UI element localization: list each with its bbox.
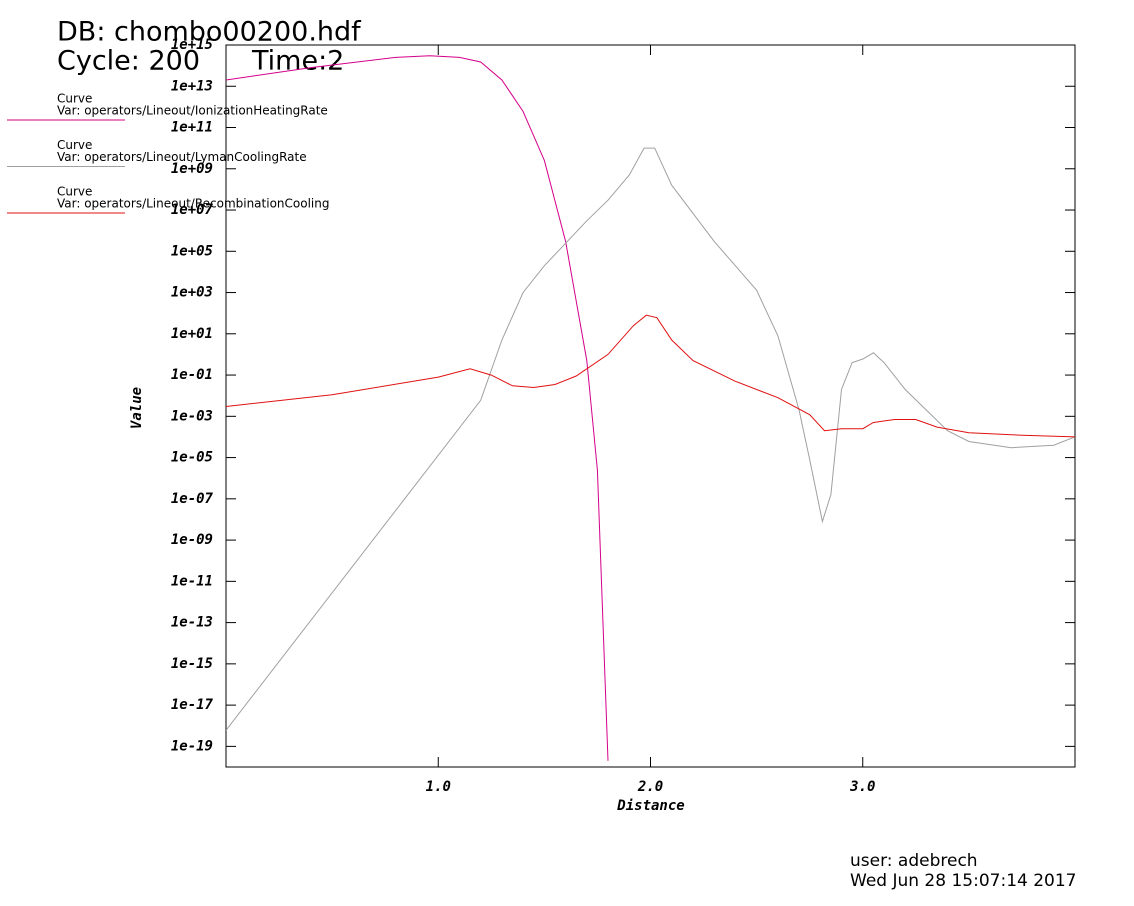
y-tick-label: 1e-17 <box>171 697 214 713</box>
cycle-label: Cycle: 200 <box>57 46 200 77</box>
y-tick-label: 1e-11 <box>171 573 213 589</box>
y-tick-label: 1e-07 <box>171 491 214 507</box>
series-line <box>226 147 1075 731</box>
legend-label: Var: operators/Lineout/RecombinationCool… <box>57 197 329 211</box>
x-tick-label: 3.0 <box>849 779 875 795</box>
x-tick-label: 2.0 <box>637 779 663 795</box>
y-tick-label: 1e-19 <box>171 738 213 754</box>
legend-label: Var: operators/Lineout/IonizationHeating… <box>57 104 328 118</box>
legend-header: Curve <box>57 92 92 106</box>
legend-label: Var: operators/Lineout/LymanCoolingRate <box>57 150 307 164</box>
legend-header: Curve <box>57 138 92 152</box>
y-tick-label: 1e+07 <box>171 202 214 218</box>
series-line <box>226 314 1075 438</box>
y-tick-label: 1e-01 <box>171 367 213 383</box>
plot-frame <box>225 44 1076 768</box>
y-tick-label: 1e+11 <box>171 120 213 136</box>
y-tick-label: 1e+09 <box>171 161 213 177</box>
curves <box>226 55 1075 761</box>
legend-header: Curve <box>57 185 92 199</box>
y-axis-label: Value <box>129 387 145 429</box>
y-tick-label: 1e-13 <box>171 615 213 631</box>
series-line <box>226 55 609 761</box>
y-tick-label: 1e-15 <box>171 656 213 672</box>
y-tick-label: 1e-09 <box>171 532 213 548</box>
y-tick-label: 1e+03 <box>171 285 213 301</box>
time-label: Time:2 <box>251 46 344 77</box>
y-tick-label: 1e+01 <box>171 326 213 342</box>
y-tick-label: 1e-03 <box>171 408 213 424</box>
date-label: Wed Jun 28 15:07:14 2017 <box>850 871 1077 891</box>
y-tick-label: 1e+05 <box>171 243 213 259</box>
y-tick-label: 1e+13 <box>171 78 213 94</box>
x-tick-label: 1.0 <box>426 779 451 795</box>
y-tick-label: 1e-05 <box>171 450 213 466</box>
x-axis-label: Distance <box>616 798 684 814</box>
y-tick-label: 1e+15 <box>171 37 213 53</box>
title: DB: chombo00200.hdf <box>57 17 362 48</box>
user-label: user: adebrech <box>850 851 978 871</box>
